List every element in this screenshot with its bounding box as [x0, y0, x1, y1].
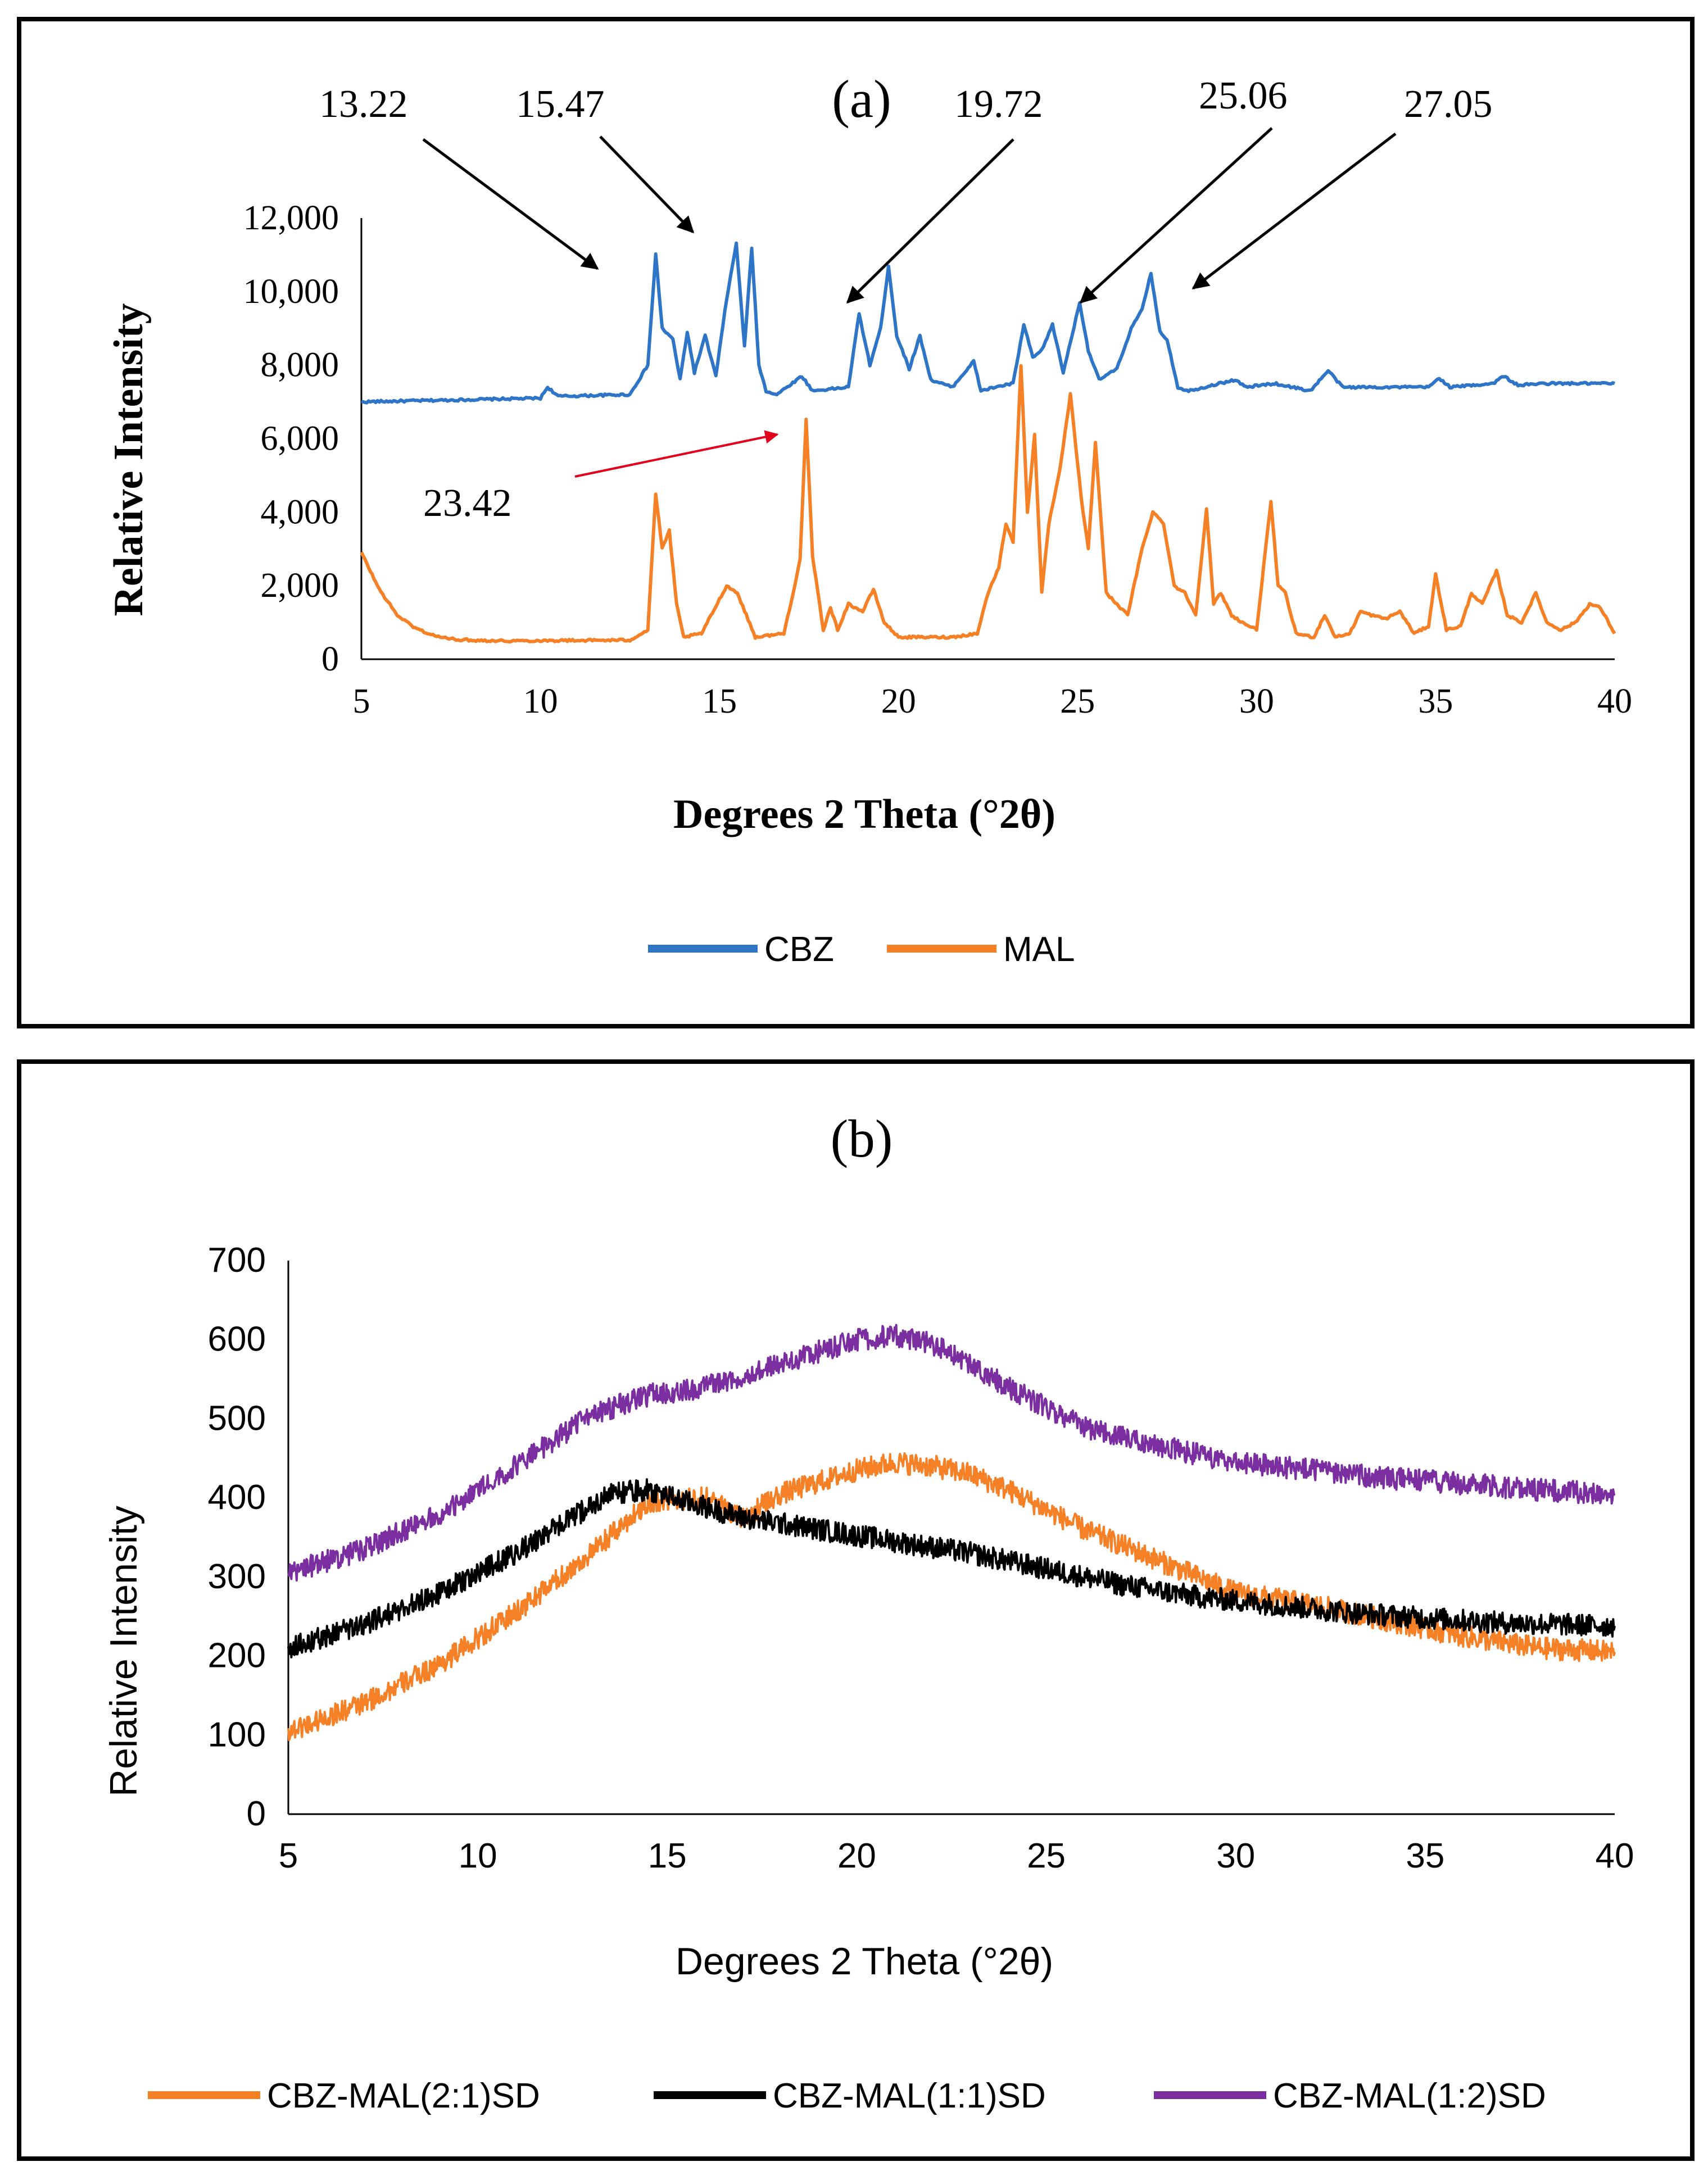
y-tick-label: 6,000 [261, 420, 339, 458]
x-tick-label: 5 [279, 1837, 298, 1875]
chart-panel-a: (a) 5 10 15 20 25 30 35 40 0 2,000 4,000 6,000 8,000… [17, 17, 1695, 1028]
x-tick-label: 35 [1418, 682, 1453, 720]
x-tick-label: 25 [1060, 682, 1095, 720]
x-tick-label: 40 [1596, 1837, 1634, 1875]
x-tick-label: 30 [1239, 682, 1274, 720]
x-tick-label: 20 [881, 682, 916, 720]
series-line-cbz-mal-1-2-sd [287, 1324, 1616, 1582]
y-tick-label: 100 [208, 1715, 266, 1754]
legend-label: MAL [1003, 930, 1075, 969]
peak-label-15-47: 15.47 [516, 83, 605, 126]
legend-a: CBZ MAL [648, 930, 1075, 969]
x-tick-label: 25 [1027, 1837, 1066, 1875]
y-axis-title-b: Relative Intensity [102, 1506, 145, 1797]
y-tick-label: 700 [208, 1241, 266, 1280]
y-tick-label: 300 [208, 1557, 266, 1596]
y-tick-label: 12,000 [243, 199, 339, 237]
panel-label-a: (a) [832, 69, 891, 129]
peak-annotations-a: 13.22 15.47 19.72 25.06 27.05 23.42 [319, 74, 1493, 525]
series-line-mal [360, 364, 1616, 644]
peak-arrow-19-72 [846, 138, 1014, 304]
y-axis-title-a: Relative Intensity [106, 303, 152, 617]
x-tick-label: 10 [459, 1837, 497, 1875]
x-tick-label: 15 [648, 1837, 687, 1875]
peak-label-25-06: 25.06 [1199, 74, 1288, 117]
y-tick-label: 200 [208, 1637, 266, 1675]
xrd-chart-b: (b) 5 10 15 20 25 30 35 40010020030040050060070… [102, 1109, 1634, 2115]
x-tick-label: 20 [837, 1837, 876, 1875]
peak-label-27-05: 27.05 [1404, 83, 1493, 126]
peak-label-23-42: 23.42 [423, 482, 512, 525]
peak-arrow-27-05 [1191, 133, 1397, 289]
x-tick-label: 5 [353, 682, 370, 720]
x-tick-label: 40 [1597, 682, 1632, 720]
x-axis-title-b: Degrees 2 Theta (°2θ) [676, 1940, 1053, 1983]
x-tick-label: 10 [523, 682, 558, 720]
legend-label: CBZ-MAL(2:1)SD [267, 2077, 540, 2115]
chart-panel-b: (b) 5 10 15 20 25 30 35 40 0 100 200 300 400 500 600 70… [17, 1059, 1695, 2161]
y-tick-label: 0 [247, 1794, 266, 1833]
y-tick-label: 500 [208, 1399, 266, 1438]
series-line-cbz [361, 241, 1616, 405]
y-tick-label: 8,000 [261, 346, 339, 384]
series-line-cbz-mal-1-1-sd [287, 1478, 1616, 1658]
peak-arrow-23-42 [574, 430, 779, 478]
legend-label: CBZ [764, 930, 834, 969]
x-axis-title-a: Degrees 2 Theta (°2θ) [673, 791, 1055, 837]
peak-arrow-25-06 [1079, 127, 1273, 304]
series-line-cbz-mal-2-1-sd [287, 1452, 1616, 1742]
legend-label: CBZ-MAL(1:2)SD [1273, 2077, 1546, 2115]
peak-label-19-72: 19.72 [954, 83, 1043, 126]
legend-b: CBZ-MAL(2:1)SD CBZ-MAL(1:1)SD CBZ-MAL(1:2)… [148, 2077, 1546, 2115]
y-tick-label: 600 [208, 1320, 266, 1359]
peak-arrow-15-47 [599, 135, 695, 234]
panel-label-b: (b) [831, 1109, 893, 1168]
peak-label-13-22: 13.22 [319, 83, 408, 126]
y-tick-label: 4,000 [261, 493, 339, 531]
y-tick-label: 0 [321, 640, 339, 678]
xrd-chart-a: (a) 5 10 15 20 25 30 35 40 0 2,000 4,000 6,000 8,000… [106, 69, 1632, 969]
x-tick-label: 15 [702, 682, 737, 720]
x-tick-label: 35 [1406, 1837, 1444, 1875]
y-tick-label: 2,000 [261, 566, 339, 605]
x-tick-label: 30 [1216, 1837, 1255, 1875]
peak-arrow-13-22 [422, 138, 599, 270]
legend-label: CBZ-MAL(1:1)SD [773, 2077, 1046, 2115]
y-tick-label: 400 [208, 1478, 266, 1517]
y-tick-label: 10,000 [243, 273, 339, 311]
